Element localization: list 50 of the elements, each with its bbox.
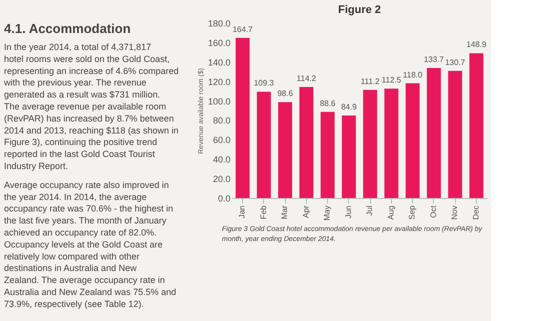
data-label: 130.7 xyxy=(445,58,466,67)
data-label: 109.3 xyxy=(254,78,274,88)
y-tick-label: 120.0 xyxy=(208,76,230,87)
y-tick-label: 160.0 xyxy=(208,38,230,48)
y-tick-label: 140.0 xyxy=(208,57,230,68)
bar xyxy=(236,38,250,198)
bar xyxy=(299,86,314,198)
data-label: 84.9 xyxy=(341,102,358,112)
x-tick-label: Jun xyxy=(344,206,353,218)
chart-title: Figure 2 xyxy=(338,4,381,16)
data-label: 118.0 xyxy=(402,70,423,80)
bar xyxy=(320,112,335,198)
y-tick-label: 180.0 xyxy=(208,18,230,28)
data-label: 111.2 xyxy=(360,76,380,86)
text: 4.1. Accommodation xyxy=(4,21,131,36)
y-tick-label: 60.0 xyxy=(212,135,230,146)
x-tick-label: Apr xyxy=(301,205,310,218)
bar xyxy=(469,53,484,198)
y-tick-label: 80.0 xyxy=(212,116,230,126)
bar xyxy=(426,68,441,198)
text: In the year 2014, a total of 4,371,817 hotel rooms were sold on the Gold Coast, representing an increase of 4.6% compared with the previous year. The revenue generated as a result was $731 million. The average revenue per available room (RevPAR) has increased by 8.7% between 2014 and 2013, reaching $118 (as shown in Figure 3), continuing the positive trend reported in the last Gold Coast Tourist Industry Report. xyxy=(4,42,179,171)
data-label: 148.9 xyxy=(466,40,487,50)
x-tick-label: Oct xyxy=(428,204,438,218)
y-tick-label: 0.0 xyxy=(218,194,230,204)
bar xyxy=(278,102,292,198)
bar xyxy=(256,92,271,198)
x-tick-label: Dec xyxy=(471,206,480,220)
bar xyxy=(342,115,356,198)
bar xyxy=(448,70,462,198)
bar xyxy=(406,83,420,198)
data-label: 88.6 xyxy=(320,98,336,108)
x-tick-label: Jan xyxy=(238,206,247,218)
bar xyxy=(384,88,398,198)
x-tick-label: Feb xyxy=(258,204,268,220)
text: Average occupancy rate also improved in the year 2014. In 2014, the average occupancy rate was 70.6% - the highest in the last five years. The month of January achieved an occupancy rate of 82.0%. Occupancy levels at the Gold Coast are relatively low compared with other destinations in Australia and New Zealand. The average occupancy rate in Australia and New Zealand was 75.5% and 73.9%, respectively (see Table 12). xyxy=(4,180,176,309)
x-tick-label: Aug xyxy=(386,206,396,220)
data-label: 164.7 xyxy=(232,24,254,34)
y-tick-label: 100.0 xyxy=(208,96,230,106)
x-tick-label: Mar xyxy=(280,205,290,220)
x-tick-label: May xyxy=(322,206,332,221)
data-label: 112.5 xyxy=(382,76,402,85)
x-tick-label: Nov xyxy=(450,206,460,220)
x-tick-label: Jul xyxy=(365,205,374,216)
data-label: 98.6 xyxy=(277,89,294,98)
data-label: 133.7 xyxy=(424,55,444,64)
y-tick-label: 40.0 xyxy=(212,154,230,165)
x-tick-label: Sep xyxy=(408,204,417,220)
data-label: 114.2 xyxy=(296,74,317,83)
y-tick-label: 20.0 xyxy=(212,174,230,184)
bar xyxy=(363,90,378,198)
